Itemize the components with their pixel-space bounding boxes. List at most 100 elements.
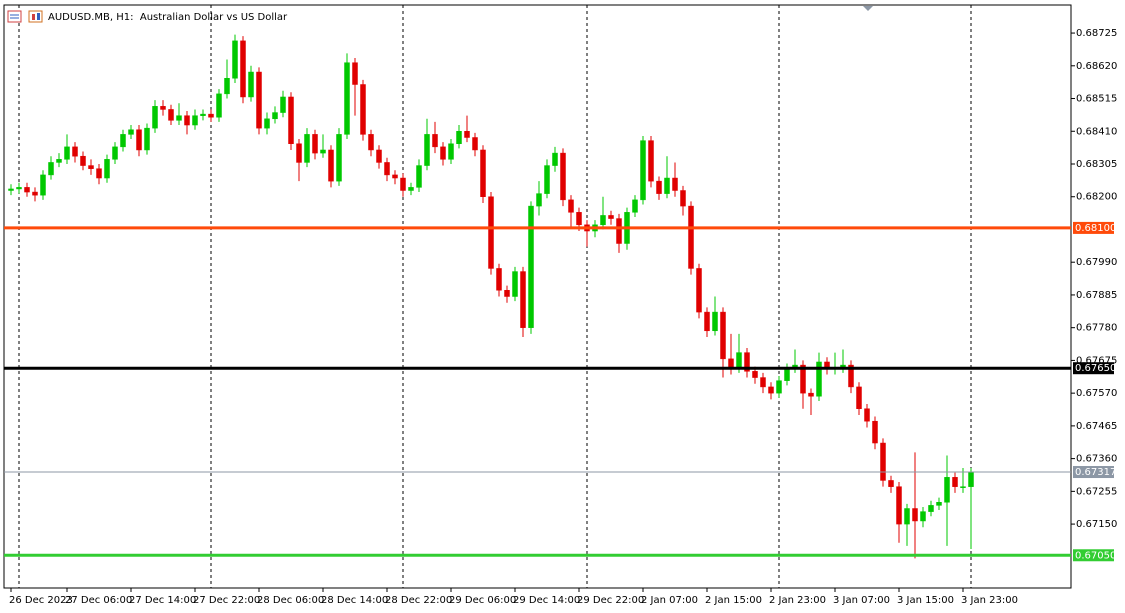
period-separators [18, 5, 972, 588]
x-tick-label: 3 Jan 15:00 [897, 595, 954, 606]
level-label: 0.67050 [1075, 550, 1116, 561]
candle-body [40, 174, 46, 196]
candle-body [408, 187, 414, 191]
candle-body [608, 215, 614, 219]
candle-body [200, 113, 206, 116]
candle-body [536, 193, 542, 207]
candle-body [224, 78, 230, 95]
y-tick-label: 0.68515 [1076, 94, 1117, 105]
level-label: 0.68100 [1075, 223, 1116, 234]
candle-body [424, 134, 430, 166]
candle-body [56, 159, 62, 163]
candle-body [864, 408, 870, 422]
candle-body [888, 480, 894, 487]
candle-body [928, 505, 934, 512]
candle-body [16, 187, 22, 190]
candle-body [552, 152, 558, 166]
candle-body [272, 112, 278, 120]
candle-body [104, 159, 110, 179]
candle-body [856, 386, 862, 409]
candle-body [576, 212, 582, 226]
candle-body [72, 146, 78, 157]
candle-body [752, 371, 758, 378]
candle-body [376, 149, 382, 163]
candle-body [960, 486, 966, 488]
candle-body [160, 106, 166, 110]
y-tick-label: 0.68725 [1076, 28, 1117, 39]
candle-body [312, 134, 318, 154]
candle-body [256, 71, 262, 129]
candle-body [688, 205, 694, 269]
y-tick-label: 0.67780 [1076, 323, 1117, 334]
candle-body [120, 134, 126, 148]
y-tick-label: 0.67990 [1076, 257, 1117, 268]
candle-body [472, 137, 478, 151]
candle-body [144, 127, 150, 151]
candle-body [720, 311, 726, 360]
candle-body [168, 109, 174, 121]
x-tick-label: 27 Dec 06:00 [65, 595, 132, 606]
x-tick-label: 29 Dec 22:00 [577, 595, 644, 606]
candle-body [512, 271, 518, 297]
x-tick-label: 28 Dec 14:00 [321, 595, 388, 606]
candle-body [744, 352, 750, 372]
level-label: 0.67317 [1075, 467, 1116, 478]
x-tick-label: 27 Dec 14:00 [129, 595, 196, 606]
candle-body [296, 143, 302, 163]
candle-body [128, 129, 134, 135]
candle-body [32, 191, 38, 196]
candle-body [664, 177, 670, 194]
candle-body [184, 115, 190, 126]
candle-body [848, 364, 854, 388]
level-label: 0.67650 [1075, 363, 1116, 374]
candle-body [920, 511, 926, 522]
candle-body [352, 62, 358, 85]
candle-body [616, 218, 622, 244]
y-tick-label: 0.67675 [1076, 355, 1117, 366]
candle-body [152, 106, 158, 129]
candle-body [944, 477, 950, 503]
candle-body [192, 115, 198, 126]
candle-body [80, 155, 86, 166]
x-tick-label: 29 Dec 14:00 [513, 595, 580, 606]
candle-body [648, 140, 654, 182]
y-tick-label: 0.68200 [1076, 192, 1117, 203]
candle-body [112, 146, 118, 160]
candle-body [784, 367, 790, 381]
candle-body [280, 96, 286, 113]
candle-body [8, 188, 14, 191]
y-tick-label: 0.67150 [1076, 519, 1117, 530]
candle-body [896, 486, 902, 525]
shift-marker [863, 6, 873, 11]
y-tick-label: 0.67255 [1076, 486, 1117, 497]
candle-body [216, 93, 222, 118]
x-tick-label: 3 Jan 23:00 [961, 595, 1018, 606]
candle-body [800, 364, 806, 394]
x-tick-label: 3 Jan 07:00 [833, 595, 890, 606]
y-tick-label: 0.68620 [1076, 61, 1117, 72]
candle-body [776, 380, 782, 394]
x-tick-label: 2 Jan 15:00 [705, 595, 762, 606]
candle-body [968, 471, 974, 487]
candle-body [712, 311, 718, 332]
icon [37, 13, 40, 20]
candle-body [496, 268, 502, 291]
candle-body [432, 134, 438, 148]
candles [8, 34, 974, 559]
chart-title: AUDUSD.MB, H1: Australian Dollar vs US D… [48, 12, 288, 23]
candle-body [136, 129, 142, 151]
candle-body [952, 477, 958, 487]
candle-body [904, 508, 910, 525]
y-tick-label: 0.67885 [1076, 290, 1117, 301]
x-tick-label: 29 Dec 06:00 [449, 595, 516, 606]
candle-body [328, 149, 334, 182]
icon [32, 14, 35, 20]
candle-body [600, 215, 606, 226]
x-tick-label: 27 Dec 22:00 [193, 595, 260, 606]
y-tick-label: 0.67465 [1076, 421, 1117, 432]
icon [28, 10, 43, 23]
candle-body [568, 199, 574, 213]
candle-body [440, 146, 446, 160]
